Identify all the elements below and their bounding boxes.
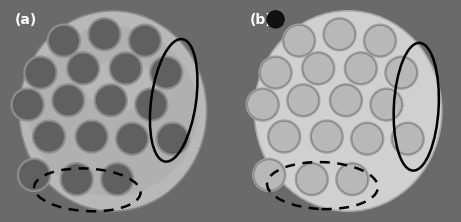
Circle shape [108, 51, 143, 85]
Circle shape [151, 57, 182, 88]
Circle shape [32, 119, 66, 154]
Circle shape [384, 56, 419, 90]
Ellipse shape [84, 60, 159, 111]
Circle shape [51, 83, 85, 117]
Circle shape [68, 53, 99, 84]
Circle shape [331, 85, 361, 116]
Circle shape [309, 119, 344, 154]
Circle shape [95, 85, 126, 116]
Circle shape [48, 25, 79, 56]
Circle shape [115, 121, 149, 156]
Circle shape [246, 87, 280, 122]
Circle shape [324, 19, 355, 50]
Circle shape [301, 51, 336, 85]
Circle shape [76, 121, 107, 152]
Circle shape [66, 51, 100, 85]
Circle shape [371, 89, 402, 120]
Ellipse shape [29, 26, 197, 196]
Ellipse shape [254, 11, 442, 211]
Ellipse shape [19, 11, 207, 211]
Text: (a): (a) [15, 13, 37, 27]
Circle shape [267, 119, 301, 154]
Circle shape [352, 123, 383, 154]
Circle shape [34, 121, 65, 152]
Circle shape [61, 164, 92, 194]
Circle shape [311, 121, 342, 152]
Circle shape [74, 119, 109, 154]
Circle shape [17, 158, 51, 192]
Circle shape [254, 160, 284, 190]
Circle shape [117, 123, 148, 154]
Circle shape [267, 11, 284, 28]
Circle shape [130, 25, 160, 56]
Circle shape [47, 24, 81, 58]
Circle shape [295, 162, 329, 196]
Circle shape [288, 85, 319, 116]
Circle shape [19, 160, 49, 190]
Circle shape [343, 51, 378, 85]
Circle shape [303, 53, 334, 84]
Circle shape [12, 89, 43, 120]
Circle shape [390, 121, 425, 156]
Circle shape [11, 87, 45, 122]
Circle shape [296, 164, 327, 194]
Circle shape [329, 83, 363, 117]
Circle shape [365, 25, 396, 56]
Circle shape [134, 87, 168, 122]
Circle shape [337, 164, 368, 194]
Circle shape [53, 85, 83, 116]
Circle shape [259, 56, 293, 90]
Circle shape [363, 24, 397, 58]
Circle shape [100, 162, 135, 196]
Circle shape [350, 121, 384, 156]
Circle shape [386, 57, 417, 88]
Circle shape [392, 123, 423, 154]
Circle shape [102, 164, 133, 194]
Circle shape [149, 56, 183, 90]
Circle shape [345, 53, 376, 84]
Circle shape [94, 83, 128, 117]
Circle shape [155, 121, 190, 156]
Circle shape [286, 83, 320, 117]
Circle shape [284, 25, 314, 56]
Circle shape [248, 89, 278, 120]
Circle shape [24, 56, 58, 90]
Circle shape [87, 17, 122, 52]
Circle shape [369, 87, 403, 122]
Text: (b): (b) [250, 13, 272, 27]
Circle shape [110, 53, 141, 84]
Circle shape [252, 158, 286, 192]
Circle shape [260, 57, 291, 88]
Circle shape [269, 121, 300, 152]
Circle shape [25, 57, 56, 88]
Circle shape [322, 17, 357, 52]
Circle shape [157, 123, 188, 154]
Circle shape [128, 24, 162, 58]
Circle shape [136, 89, 166, 120]
Circle shape [89, 19, 120, 50]
Circle shape [59, 162, 94, 196]
Circle shape [282, 24, 316, 58]
Circle shape [335, 162, 370, 196]
